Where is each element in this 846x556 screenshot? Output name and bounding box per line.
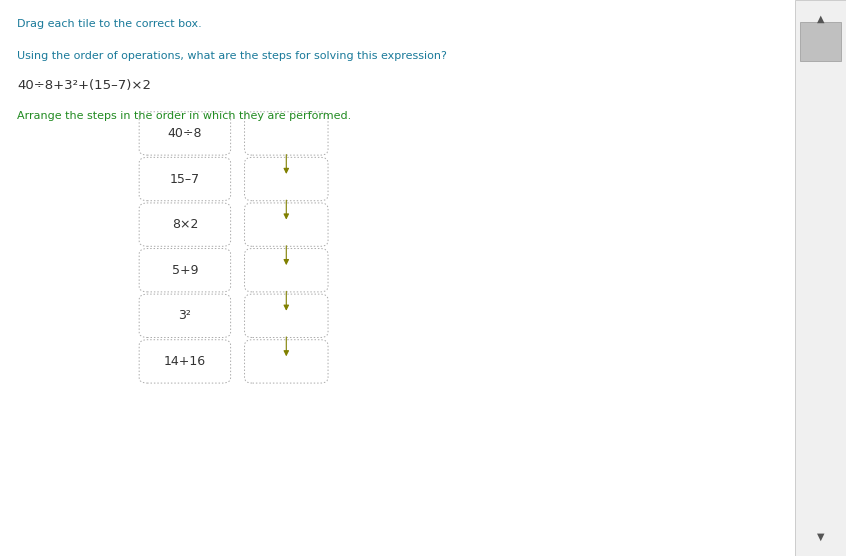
- FancyBboxPatch shape: [244, 157, 328, 201]
- Text: 15–7: 15–7: [170, 172, 200, 186]
- FancyBboxPatch shape: [244, 340, 328, 383]
- FancyBboxPatch shape: [800, 22, 841, 61]
- FancyBboxPatch shape: [139, 112, 231, 155]
- Text: Arrange the steps in the order in which they are performed.: Arrange the steps in the order in which …: [18, 111, 352, 121]
- Text: 5+9: 5+9: [172, 264, 198, 277]
- FancyBboxPatch shape: [244, 203, 328, 246]
- Text: 8×2: 8×2: [172, 218, 198, 231]
- Text: Drag each tile to the correct box.: Drag each tile to the correct box.: [18, 19, 202, 29]
- FancyBboxPatch shape: [139, 157, 231, 201]
- Text: 14+16: 14+16: [164, 355, 206, 368]
- FancyBboxPatch shape: [244, 294, 328, 337]
- Text: 40÷8+3²+(15–7)×2: 40÷8+3²+(15–7)×2: [18, 79, 151, 92]
- Text: Using the order of operations, what are the steps for solving this expression?: Using the order of operations, what are …: [18, 51, 448, 61]
- FancyBboxPatch shape: [244, 112, 328, 155]
- FancyBboxPatch shape: [139, 249, 231, 292]
- FancyBboxPatch shape: [139, 294, 231, 337]
- FancyBboxPatch shape: [139, 203, 231, 246]
- Text: ▼: ▼: [817, 532, 824, 542]
- Text: ▲: ▲: [817, 14, 824, 24]
- FancyBboxPatch shape: [139, 340, 231, 383]
- FancyBboxPatch shape: [244, 249, 328, 292]
- Text: 40÷8: 40÷8: [168, 127, 202, 140]
- Text: 3²: 3²: [179, 309, 191, 322]
